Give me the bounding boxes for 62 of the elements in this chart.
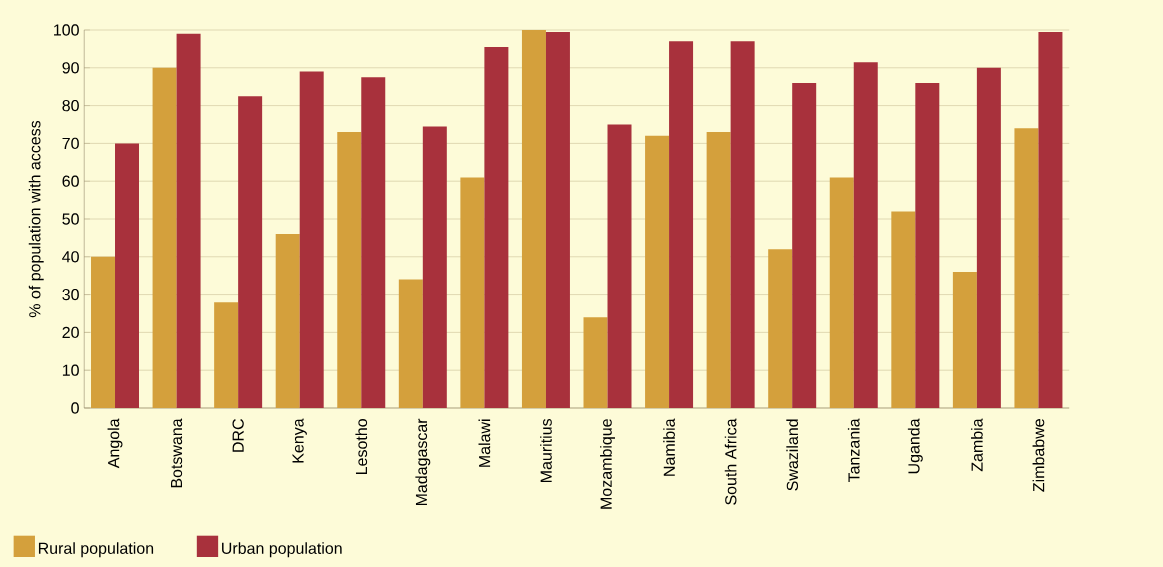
y-tick-label: 50 (62, 213, 79, 225)
bar (337, 132, 362, 408)
y-tick-label: 0 (71, 402, 79, 414)
x-tick-label: Mauritius (540, 418, 552, 482)
x-tick-label: Lesotho (355, 419, 368, 475)
y-tick-label: 40 (62, 251, 79, 263)
x-tick-label: Mozambique (600, 419, 615, 509)
bar (115, 143, 140, 408)
y-tick-label: 10 (62, 364, 79, 376)
legend-label: Rural population (38, 542, 154, 558)
bar (1038, 31, 1063, 408)
bar (152, 67, 177, 408)
x-tick-label: DRC (232, 419, 244, 452)
x-tick-label: Namibia (663, 418, 675, 476)
x-tick-label: Botswana (171, 418, 183, 488)
bar (484, 47, 509, 408)
bar (1014, 128, 1039, 408)
bar (792, 82, 817, 408)
bar (176, 33, 201, 408)
bar (976, 67, 1001, 408)
bar (730, 41, 755, 408)
y-tick-label: 90 (62, 62, 79, 74)
bar (915, 82, 940, 408)
x-tick-label: Madagascar (415, 418, 431, 506)
bar (275, 234, 300, 408)
x-tick-label: Malawi (478, 419, 491, 467)
x-tick-label: Zimbabwe (1032, 419, 1045, 492)
bar (460, 177, 485, 408)
bar (853, 62, 878, 408)
bar (545, 31, 570, 408)
x-tick-label: Zambia (971, 418, 983, 472)
y-tick-label: 80 (62, 99, 79, 112)
bar (521, 30, 546, 408)
bar (829, 177, 854, 408)
bar (891, 211, 916, 408)
bar (91, 256, 116, 408)
bar (706, 132, 731, 408)
bar (952, 271, 977, 408)
bar (645, 135, 670, 408)
y-tick-label: 70 (62, 137, 79, 150)
x-tick-label: Uganda (907, 418, 923, 474)
x-tick-label: South Africa (724, 418, 737, 505)
x-tick-label: Kenya (292, 418, 307, 463)
bar (768, 249, 793, 408)
bar (607, 124, 632, 408)
x-tick-label: Tanzania (847, 418, 860, 483)
y-tick-label: 20 (62, 326, 79, 339)
bar (238, 96, 263, 408)
bar (361, 77, 386, 408)
bar (669, 41, 694, 408)
y-tick-label: 60 (62, 175, 79, 187)
bar (422, 126, 447, 408)
bar (583, 317, 608, 408)
bar (214, 302, 239, 408)
y-axis-title: % of population with access (28, 120, 44, 318)
bar (398, 279, 423, 408)
y-tick-label: 30 (62, 288, 79, 301)
x-tick-label: Swaziland (786, 419, 799, 491)
legend-label: Urban population (222, 542, 342, 558)
bar (299, 71, 324, 408)
x-tick-label: Angola (107, 418, 123, 469)
y-tick-label: 100 (54, 24, 79, 36)
